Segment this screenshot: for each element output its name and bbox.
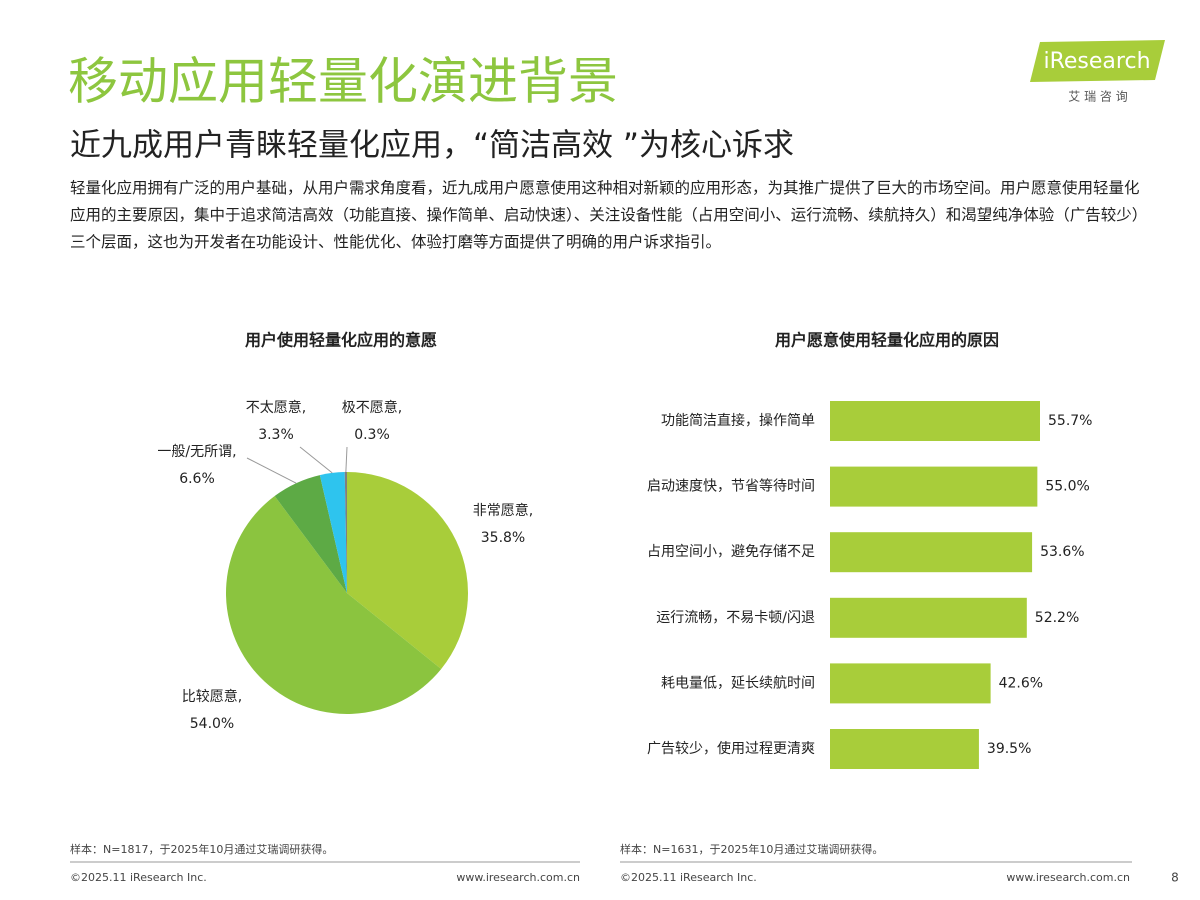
- leader-line: [246, 457, 297, 484]
- pie-slice: [347, 472, 469, 669]
- leader-line: [299, 446, 333, 474]
- slice-label: 不太愿意,: [246, 399, 306, 416]
- copyright: ©2025.11 iResearch Inc.: [620, 871, 757, 884]
- value-label: 39.5%: [987, 741, 1031, 757]
- logo: iResearch: [1043, 49, 1150, 74]
- slice-label: 比较愿意,: [182, 688, 242, 705]
- slice-label: 极不愿意,: [342, 399, 402, 416]
- slice-label: 非常愿意,: [473, 502, 533, 519]
- y-tick-label: 启动速度快，节省等待时间: [647, 478, 815, 495]
- value-label: 53.6%: [1040, 544, 1084, 560]
- slice-value: 35.8%: [481, 530, 525, 546]
- y-tick-label: 占用空间小，避免存储不足: [647, 544, 815, 560]
- slice-value: 54.0%: [190, 716, 234, 732]
- slice-value: 0.3%: [354, 427, 390, 443]
- bar: [830, 729, 979, 769]
- value-label: 52.2%: [1035, 610, 1079, 626]
- logo-badge: [1030, 40, 1165, 82]
- chart-title: 用户愿意使用轻量化应用的原因: [775, 331, 999, 350]
- value-label: 55.0%: [1045, 479, 1089, 495]
- y-tick-label: 耗电量低，延长续航时间: [661, 674, 815, 691]
- copyright: ©2025.11 iResearch Inc.: [70, 871, 207, 884]
- y-tick-label: 运行流畅，不易卡顿/闪退: [656, 610, 815, 626]
- bar: [830, 401, 1040, 441]
- note: 样本：N=1631，于2025年10月通过艾瑞调研获得。: [620, 842, 883, 856]
- pie-slice: [344, 472, 347, 593]
- y-tick-label: 广告较少，使用过程更清爽: [647, 740, 815, 757]
- bar: [830, 597, 1027, 638]
- pie-slice: [225, 496, 442, 715]
- slice-label: 一般/无所谓,: [157, 444, 236, 460]
- logo-sub: 艾 瑞 咨 询: [1068, 89, 1127, 104]
- bar: [830, 663, 991, 704]
- slice-value: 3.3%: [258, 427, 294, 443]
- bar: [830, 532, 1033, 573]
- subtitle: 近九成用户青睐轻量化应用，“简洁高效 ”为核心诉求: [70, 128, 794, 164]
- page-title: 移动应用轻量化演进背景: [68, 53, 618, 111]
- pie-slice: [319, 472, 347, 593]
- pie-slice: [274, 475, 347, 593]
- slice-value: 6.6%: [179, 471, 215, 487]
- chart-title: 用户使用轻量化应用的意愿: [245, 331, 437, 350]
- url: www.iresearch.com.cn: [456, 871, 580, 884]
- page-number: 8: [1171, 871, 1179, 885]
- body-text: 轻量化应用拥有广泛的用户基础，从用户需求角度看，近九成用户愿意使用这种相对新颖的…: [70, 179, 1148, 251]
- value-label: 55.7%: [1048, 413, 1092, 429]
- url: www.iresearch.com.cn: [1006, 871, 1130, 884]
- bar: [830, 466, 1038, 507]
- y-tick-label: 功能简洁直接，操作简单: [661, 412, 815, 429]
- leader-line: [345, 446, 348, 473]
- value-label: 42.6%: [999, 675, 1043, 691]
- note: 样本：N=1817，于2025年10月通过艾瑞调研获得。: [70, 842, 333, 856]
